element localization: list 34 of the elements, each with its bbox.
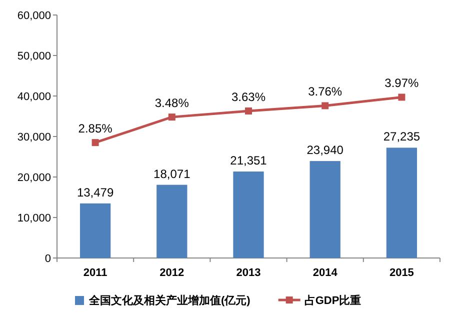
bar xyxy=(310,161,340,258)
x-tick-label: 2013 xyxy=(236,267,261,279)
point xyxy=(168,114,176,121)
data-label: 3.76% xyxy=(308,84,342,99)
data-label: 3.63% xyxy=(231,90,266,104)
x-tick-label: 2012 xyxy=(160,267,184,279)
y-tick-label: 10,000 xyxy=(17,212,51,224)
legend-label: 全国文化及相关产业增加值(亿元) xyxy=(88,294,251,307)
data-label: 13,479 xyxy=(76,185,114,200)
data-label: 3.97% xyxy=(384,76,420,90)
point xyxy=(398,94,406,101)
y-tick-label: 20,000 xyxy=(17,172,51,184)
data-label: 27,235 xyxy=(383,130,420,144)
point xyxy=(92,139,99,146)
bar xyxy=(80,203,111,258)
data-label: 21,351 xyxy=(230,154,268,168)
point xyxy=(322,102,329,110)
data-label: 3.48% xyxy=(154,96,190,110)
data-label: 23,940 xyxy=(306,143,344,158)
point xyxy=(245,107,252,114)
x-tick-label: 2015 xyxy=(389,267,414,279)
bar xyxy=(156,184,188,258)
y-tick-label: 30,000 xyxy=(17,132,51,144)
y-tick-label: 50,000 xyxy=(17,50,51,62)
y-tick-label: 60,000 xyxy=(17,10,51,22)
y-tick-label: 40,000 xyxy=(17,91,51,103)
legend-label: 占GDP比重 xyxy=(304,294,362,307)
x-tick-label: 2014 xyxy=(312,267,338,279)
x-tick-label: 2011 xyxy=(83,267,108,279)
data-label: 2.85% xyxy=(78,122,113,136)
bar xyxy=(233,172,264,258)
bar xyxy=(386,148,418,258)
y-tick-label: 0 xyxy=(44,253,51,265)
data-label: 18,071 xyxy=(154,166,191,181)
